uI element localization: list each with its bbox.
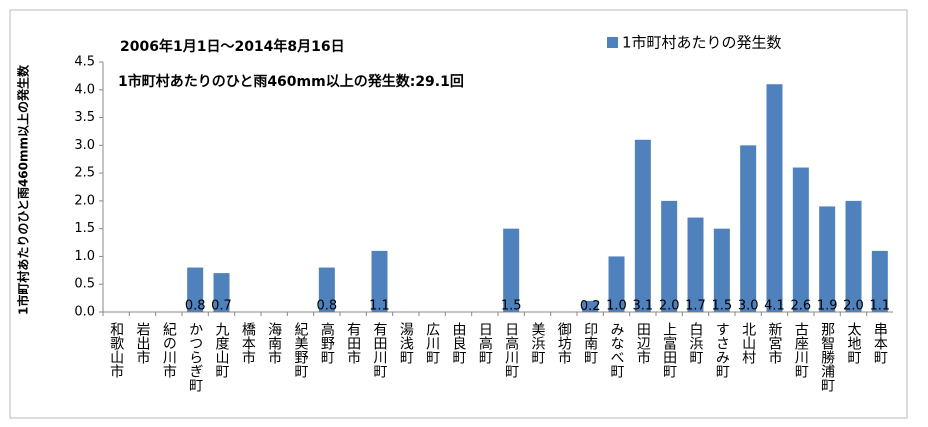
x-tick-label: みなべ町 bbox=[609, 322, 625, 378]
x-tick-label: 串本町 bbox=[872, 322, 888, 364]
data-label: 0.8 bbox=[185, 299, 206, 314]
x-tick-label: すさみ町 bbox=[714, 322, 730, 378]
x-tick-label: 御坊市 bbox=[556, 322, 572, 364]
x-tick-label: 古座川町 bbox=[793, 322, 809, 378]
data-label: 1.5 bbox=[501, 299, 522, 314]
bar bbox=[318, 267, 335, 312]
y-axis-label: 1市町村あたりのひと雨460mm以上の発生数 bbox=[16, 64, 31, 315]
data-label: 0.8 bbox=[316, 299, 337, 314]
x-tick-label: 湯浅町 bbox=[398, 321, 414, 364]
x-tick-label: 海南市 bbox=[266, 322, 282, 364]
y-tick-label: 4.0 bbox=[74, 82, 95, 97]
data-label: 3.1 bbox=[632, 299, 653, 314]
x-tick-label: 高野町 bbox=[319, 321, 335, 364]
data-label: 0.7 bbox=[211, 299, 232, 314]
data-label: 4.1 bbox=[764, 299, 785, 314]
x-tick-label: かつらぎ町 bbox=[187, 322, 203, 392]
bar bbox=[582, 300, 599, 312]
bar bbox=[661, 200, 678, 312]
y-tick-label: 0.0 bbox=[74, 305, 95, 320]
x-tick-label: 紀の川市 bbox=[161, 322, 177, 378]
data-label: 1.5 bbox=[711, 299, 732, 314]
data-label: 0.2 bbox=[580, 299, 601, 314]
x-tick-label: 九度山町 bbox=[214, 322, 230, 378]
bar bbox=[792, 167, 809, 312]
y-tick-label: 2.0 bbox=[74, 193, 95, 208]
bar bbox=[371, 250, 388, 312]
data-label: 1.1 bbox=[869, 299, 890, 314]
y-tick-label: 2.5 bbox=[74, 166, 95, 181]
bar bbox=[713, 228, 730, 312]
bar bbox=[819, 206, 836, 312]
x-tick-label: 岩出市 bbox=[135, 322, 151, 364]
x-tick-label: 上富田町 bbox=[661, 322, 677, 378]
y-tick-label: 1.0 bbox=[74, 249, 95, 264]
x-tick-label: 日高町 bbox=[477, 322, 493, 364]
x-tick-label: 太地町 bbox=[846, 322, 862, 364]
data-label: 2.0 bbox=[659, 299, 680, 314]
chart-title: 2006年1月1日～2014年8月16日 bbox=[120, 38, 345, 55]
annotation: 1市町村あたりのひと雨460mm以上の発生数:29.1回 bbox=[118, 73, 464, 90]
frame bbox=[9, 9, 908, 419]
bar bbox=[871, 250, 888, 312]
y-tick-label: 4.5 bbox=[74, 55, 95, 70]
x-tick-label: 和歌山市 bbox=[108, 322, 124, 378]
bar bbox=[503, 228, 520, 312]
y-tick-label: 0.5 bbox=[74, 277, 95, 292]
bar bbox=[740, 145, 757, 312]
data-label: 1.1 bbox=[369, 299, 390, 314]
data-label: 1.7 bbox=[685, 299, 706, 314]
bar bbox=[634, 139, 651, 312]
x-tick-label: 印南町 bbox=[582, 322, 598, 364]
x-tick-label: 広川町 bbox=[424, 322, 440, 364]
data-label: 1.0 bbox=[606, 299, 627, 314]
data-label: 2.0 bbox=[843, 299, 864, 314]
x-tick-label: 由良町 bbox=[451, 322, 467, 364]
x-tick-label: 那智勝浦町 bbox=[819, 322, 835, 392]
bar bbox=[608, 256, 625, 312]
x-tick-label: 橋本市 bbox=[240, 322, 256, 364]
x-tick-label: 新宮市 bbox=[767, 322, 783, 364]
x-tick-label: 有田市 bbox=[345, 322, 361, 364]
x-tick-label: 美浜町 bbox=[530, 322, 546, 364]
y-tick-label: 3.5 bbox=[74, 110, 95, 125]
data-label: 1.9 bbox=[817, 299, 838, 314]
legend-label: 1市町村あたりの発生数 bbox=[622, 34, 782, 52]
bar bbox=[845, 200, 862, 312]
x-tick-label: 北山村 bbox=[740, 322, 756, 364]
data-label: 2.6 bbox=[790, 299, 811, 314]
y-tick-label: 3.0 bbox=[74, 138, 95, 153]
bar bbox=[213, 273, 230, 312]
x-tick-label: 日高川町 bbox=[503, 322, 519, 378]
x-tick-label: 白浜町 bbox=[688, 322, 704, 364]
bar bbox=[687, 217, 704, 312]
x-tick-label: 有田川町 bbox=[372, 322, 388, 378]
bar bbox=[766, 84, 783, 312]
data-label: 3.0 bbox=[738, 299, 759, 314]
x-tick-label: 田辺市 bbox=[635, 322, 651, 364]
bar bbox=[187, 267, 204, 312]
y-tick-label: 1.5 bbox=[74, 221, 95, 236]
legend-swatch bbox=[607, 37, 618, 48]
x-tick-label: 紀美野町 bbox=[293, 322, 309, 378]
